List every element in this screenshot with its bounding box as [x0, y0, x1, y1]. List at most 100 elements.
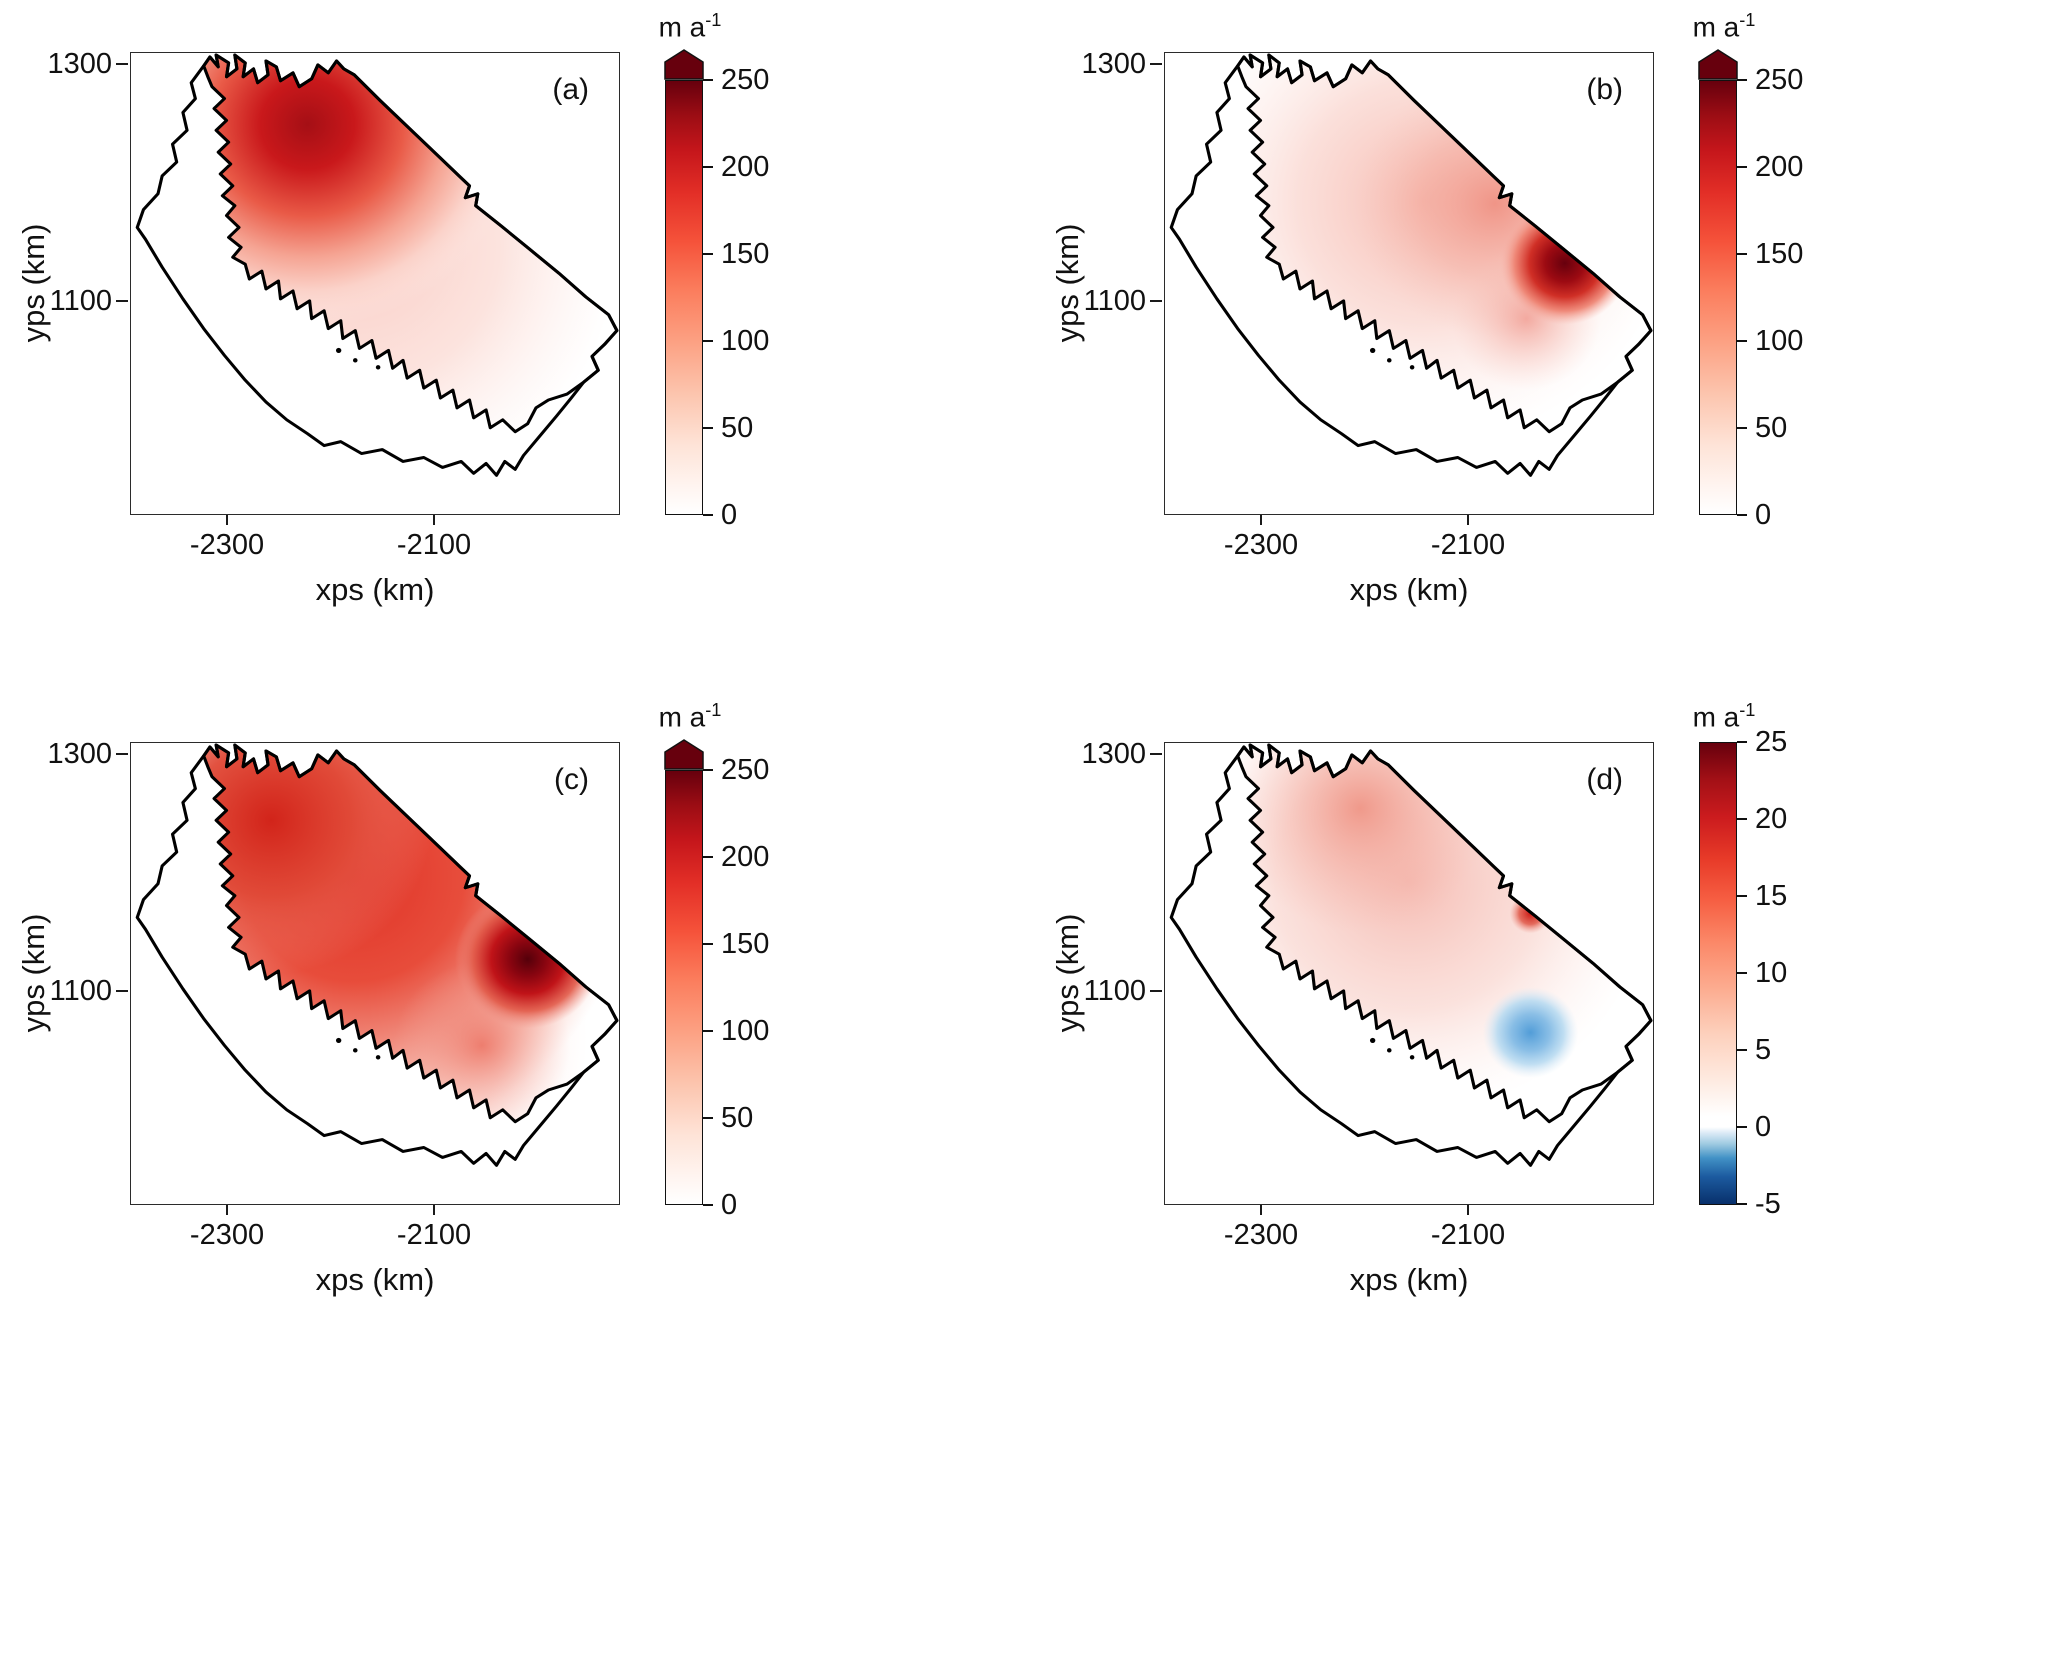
- axis-tick: [116, 753, 128, 755]
- colorbar-tick-label: 5: [1755, 1034, 1772, 1066]
- colorbar: [1699, 742, 1737, 1205]
- axis-tick: [116, 63, 128, 65]
- colorbar-tick: [1737, 427, 1747, 429]
- colorbar-tick-label: 100: [721, 325, 770, 357]
- x-tick-label: -2300: [1223, 1219, 1299, 1251]
- axis-tick: [433, 515, 435, 525]
- colorbar-tick-label: 0: [721, 499, 738, 531]
- colorbar-tick-label: 200: [721, 841, 770, 873]
- colorbar-tick: [703, 340, 713, 342]
- colorbar-tick-label: 250: [1755, 64, 1804, 96]
- y-tick-label: 1300: [1081, 48, 1146, 80]
- colorbar-tick: [1737, 1126, 1747, 1128]
- x-axis-label: xps (km): [1349, 1262, 1469, 1297]
- colorbar-tick: [703, 856, 713, 858]
- axis-tick: [226, 1205, 228, 1215]
- plot-area: (a): [130, 52, 620, 515]
- colorbar-tick: [703, 943, 713, 945]
- panel-label: (b): [1586, 73, 1623, 106]
- x-tick-label: -2300: [189, 1219, 265, 1251]
- colorbar-tick-label: 50: [721, 412, 754, 444]
- colorbar-tick: [703, 253, 713, 255]
- colorbar-tick-label: 15: [1755, 880, 1788, 912]
- colorbar-tick: [1737, 818, 1747, 820]
- colorbar-arrow: [664, 739, 704, 770]
- colorbar-tick: [1737, 972, 1747, 974]
- colorbar-unit: m a-1: [658, 700, 722, 733]
- axis-tick: [226, 515, 228, 525]
- colorbar-tick-label: 150: [1755, 238, 1804, 270]
- colorbar-tick-label: 0: [1755, 499, 1772, 531]
- colorbar-arrow: [664, 49, 704, 80]
- colorbar-tick: [703, 166, 713, 168]
- colorbar-tick: [1737, 895, 1747, 897]
- colorbar-tick-label: 250: [721, 64, 770, 96]
- colorbar-tick: [1737, 253, 1747, 255]
- y-axis-label: yps (km): [1050, 913, 1085, 1033]
- y-tick-label: 1100: [1083, 285, 1146, 317]
- colorbar-tick-label: 0: [1755, 1111, 1772, 1143]
- colorbar-tick-label: 150: [721, 928, 770, 960]
- colorbar-tick-label: 100: [1755, 325, 1804, 357]
- island-dots: [335, 1037, 381, 1060]
- colorbar-tick-label: 25: [1755, 726, 1788, 758]
- panel-label: (d): [1586, 763, 1623, 796]
- ice-margin-outline: [202, 743, 619, 1124]
- x-tick-label: -2300: [1223, 529, 1299, 561]
- panel-b: yps (km) 1300 1100: [1034, 10, 2067, 650]
- colorbar-unit: m a-1: [1692, 700, 1756, 733]
- axis-tick: [1150, 300, 1162, 302]
- y-axis-label: yps (km): [16, 913, 51, 1033]
- ice-margin-outline: [202, 53, 619, 434]
- colorbar-tick: [703, 1204, 713, 1206]
- colorbar-tick: [1737, 1203, 1747, 1205]
- colorbar: [665, 80, 703, 515]
- y-axis-label: yps (km): [16, 223, 51, 343]
- colorbar-tick-label: -5: [1755, 1188, 1781, 1220]
- colorbar-tick: [1737, 1049, 1747, 1051]
- panel-d: yps (km) 1300 1100: [1034, 700, 2067, 1340]
- colorbar-tick-label: 10: [1755, 957, 1788, 989]
- colorbar-unit: m a-1: [658, 10, 722, 43]
- colorbar-tick: [1737, 514, 1747, 516]
- x-tick-label: -2100: [396, 1219, 472, 1251]
- colorbar-tick-label: 200: [721, 151, 770, 183]
- axis-tick: [116, 990, 128, 992]
- colorbar-tick: [703, 79, 713, 81]
- colorbar-tick: [703, 1030, 713, 1032]
- colorbar-tick-label: 200: [1755, 151, 1804, 183]
- colorbar-tick-label: 20: [1755, 803, 1788, 835]
- colorbar-tick: [703, 427, 713, 429]
- ice-margin-outline: [1236, 53, 1653, 434]
- axis-tick: [433, 1205, 435, 1215]
- panel-a: yps (km) 1300 1100: [0, 10, 1033, 650]
- colorbar-arrow: [1698, 49, 1738, 80]
- colorbar-unit: m a-1: [1692, 10, 1756, 43]
- colorbar-tick: [703, 769, 713, 771]
- colorbar-tick: [703, 514, 713, 516]
- panel-label: (c): [554, 763, 589, 796]
- y-tick-label: 1100: [49, 975, 112, 1007]
- colorbar-tick-label: 100: [721, 1015, 770, 1047]
- x-axis-label: xps (km): [315, 1262, 435, 1297]
- axis-tick: [1150, 63, 1162, 65]
- island-dots: [1369, 347, 1415, 370]
- panel-c: yps (km) 1300 1100: [0, 700, 1033, 1340]
- glacier-map: [1169, 53, 1653, 477]
- plot-area: (c): [130, 742, 620, 1205]
- colorbar-tick: [1737, 79, 1747, 81]
- x-tick-label: -2100: [1430, 1219, 1506, 1251]
- axis-tick: [1260, 1205, 1262, 1215]
- x-axis-label: xps (km): [1349, 572, 1469, 607]
- colorbar-tick-label: 0: [721, 1189, 738, 1221]
- x-tick-label: -2300: [189, 529, 265, 561]
- y-tick-label: 1300: [47, 48, 112, 80]
- x-tick-label: -2100: [396, 529, 472, 561]
- colorbar-tick: [1737, 340, 1747, 342]
- axis-tick: [1150, 990, 1162, 992]
- glacier-map: [135, 53, 619, 477]
- colorbar-tick: [1737, 166, 1747, 168]
- glacier-map: [1169, 743, 1653, 1167]
- plot-area: (b): [1164, 52, 1654, 515]
- y-axis-label: yps (km): [1050, 223, 1085, 343]
